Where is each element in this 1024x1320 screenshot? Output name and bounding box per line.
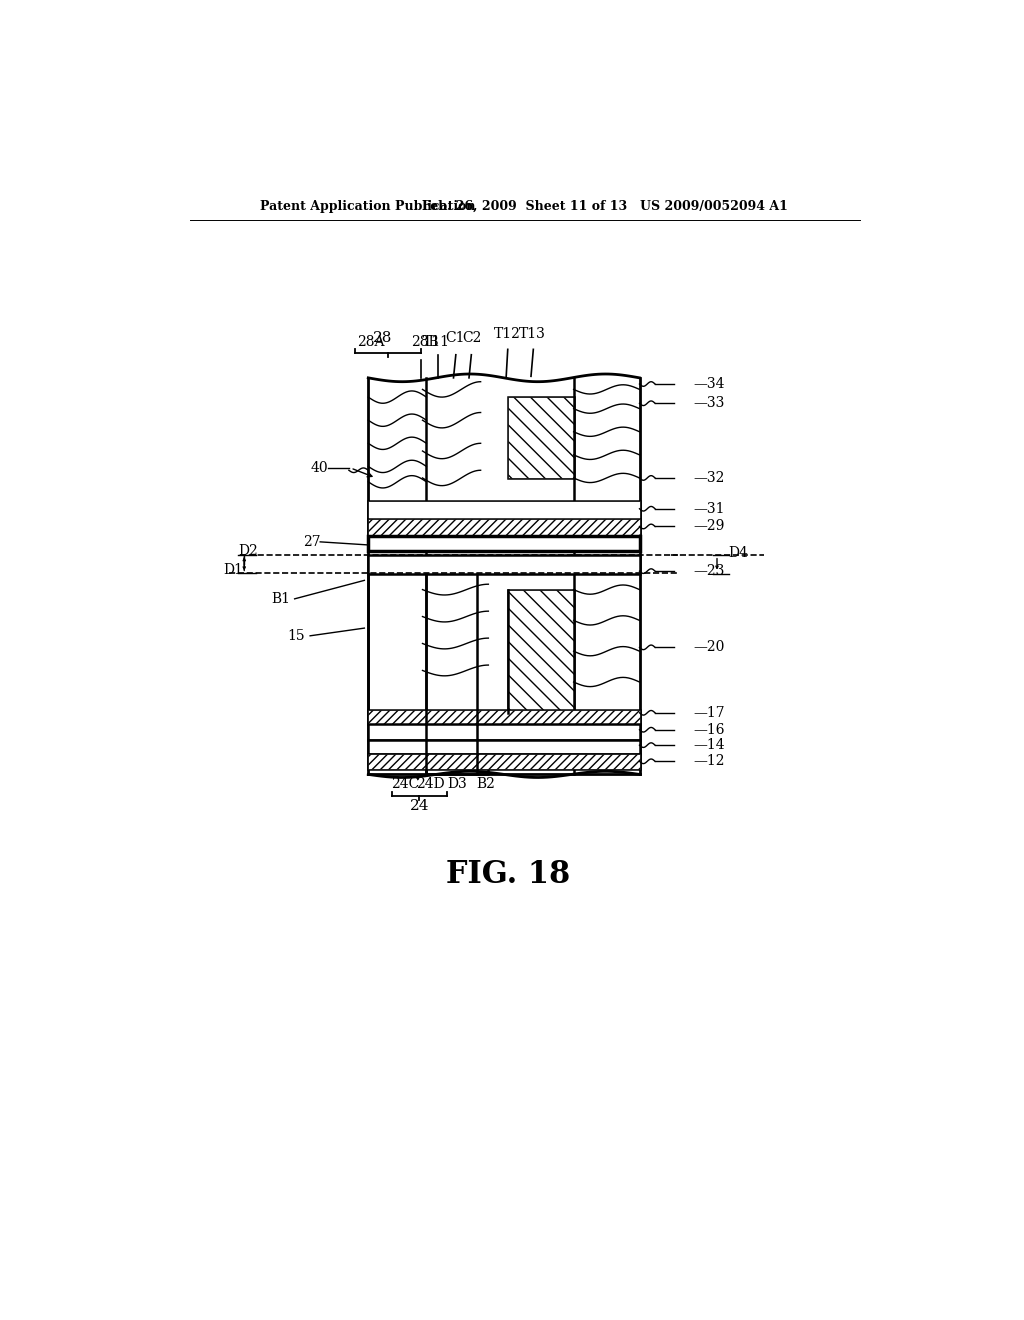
Bar	[369, 519, 640, 536]
Text: —29: —29	[693, 520, 725, 533]
Bar	[426, 725, 488, 775]
Bar	[369, 502, 640, 519]
Bar	[369, 725, 640, 739]
Text: 24: 24	[410, 799, 429, 813]
Text: —17: —17	[693, 706, 725, 719]
Text: 24C: 24C	[391, 776, 420, 791]
Text: T11: T11	[423, 335, 450, 348]
Bar	[369, 502, 640, 519]
Text: —31: —31	[693, 502, 725, 516]
Bar	[369, 754, 640, 770]
Text: 28B: 28B	[411, 335, 438, 348]
Text: T12: T12	[495, 327, 521, 341]
Text: B2: B2	[476, 776, 496, 791]
Text: —16: —16	[693, 723, 725, 737]
Text: B1: B1	[271, 591, 291, 606]
Text: —34: —34	[693, 378, 725, 391]
Bar	[426, 574, 477, 725]
Text: 40: 40	[310, 461, 328, 475]
Text: 28A: 28A	[356, 335, 384, 348]
Bar	[508, 590, 573, 713]
Bar	[369, 710, 640, 725]
Text: C1: C1	[445, 331, 465, 345]
Bar	[369, 574, 426, 725]
Bar	[369, 378, 640, 775]
Bar	[369, 754, 640, 770]
Bar	[508, 397, 573, 478]
Bar	[508, 397, 573, 478]
Text: D3: D3	[447, 776, 467, 791]
Text: —33: —33	[693, 396, 725, 411]
Text: T13: T13	[519, 327, 546, 341]
Bar	[573, 574, 640, 725]
Text: D1: D1	[223, 564, 243, 577]
Text: US 2009/0052094 A1: US 2009/0052094 A1	[640, 199, 787, 213]
Bar	[369, 739, 640, 754]
Text: 24D: 24D	[416, 776, 444, 791]
Text: —20: —20	[693, 640, 725, 655]
Text: D4: D4	[729, 545, 749, 560]
Text: 27: 27	[302, 535, 321, 549]
Text: 28: 28	[373, 331, 392, 345]
Text: —23: —23	[693, 564, 725, 578]
Bar	[369, 554, 640, 574]
Text: C2: C2	[463, 331, 481, 345]
Text: 15: 15	[287, 628, 305, 643]
Bar	[426, 378, 477, 502]
Text: —14: —14	[693, 738, 725, 752]
Bar	[369, 710, 640, 725]
Text: —32: —32	[693, 471, 725, 484]
Text: Patent Application Publication: Patent Application Publication	[260, 199, 475, 213]
Bar	[508, 590, 573, 713]
Text: FIG. 18: FIG. 18	[445, 859, 570, 890]
Text: Feb. 26, 2009  Sheet 11 of 13: Feb. 26, 2009 Sheet 11 of 13	[423, 199, 628, 213]
Text: —12: —12	[693, 754, 725, 768]
Bar	[573, 378, 640, 502]
Text: D2: D2	[239, 544, 258, 558]
Bar	[369, 536, 640, 552]
Bar	[369, 519, 640, 536]
